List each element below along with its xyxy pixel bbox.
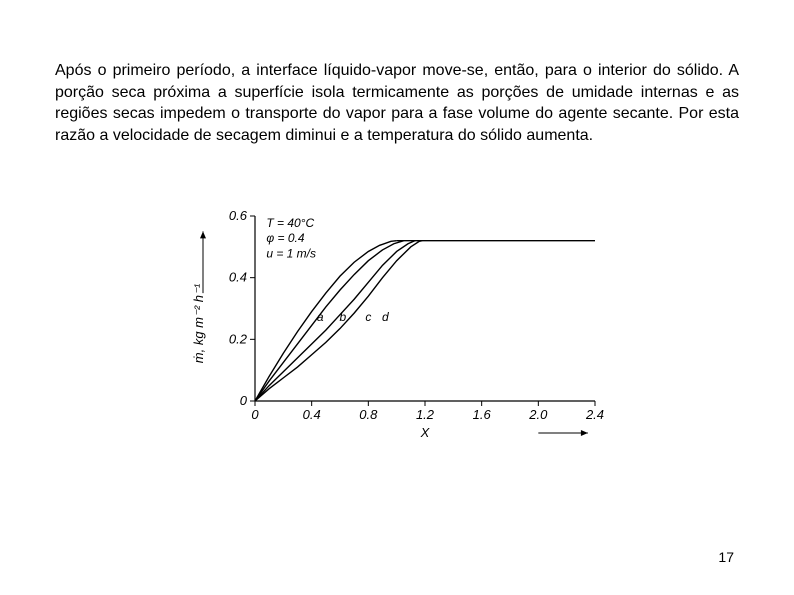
svg-text:c: c [365,310,371,324]
svg-text:2.4: 2.4 [585,407,604,422]
body-paragraph: Após o primeiro período, a interface líq… [55,60,739,146]
svg-text:2.0: 2.0 [528,407,548,422]
svg-text:T = 40°C: T = 40°C [266,216,314,230]
chart-svg: 0 0.4 0.8 1.2 1.6 2.0 2.4 0 0.2 0.4 0.6 Xṁ, kg m⁻² … [187,206,607,441]
svg-text:φ = 0.4: φ = 0.4 [266,232,305,246]
svg-text:1.6: 1.6 [473,407,492,422]
chart-container: 0 0.4 0.8 1.2 1.6 2.0 2.4 0 0.2 0.4 0.6 Xṁ, kg m⁻² … [55,206,739,441]
drying-rate-chart: 0 0.4 0.8 1.2 1.6 2.0 2.4 0 0.2 0.4 0.6 Xṁ, kg m⁻² … [187,206,607,441]
svg-text:0.2: 0.2 [229,332,248,347]
svg-text:0: 0 [240,393,248,408]
svg-text:0.8: 0.8 [359,407,378,422]
page-number: 17 [718,549,734,565]
svg-text:0.6: 0.6 [229,208,248,223]
svg-text:0.4: 0.4 [303,407,321,422]
svg-text:u = 1 m/s: u = 1 m/s [266,247,316,261]
svg-text:0: 0 [251,407,259,422]
svg-text:ṁ, kg m⁻² h⁻¹: ṁ, kg m⁻² h⁻¹ [191,283,206,363]
svg-text:0.4: 0.4 [229,270,247,285]
svg-text:d: d [382,310,389,324]
svg-text:1.2: 1.2 [416,407,435,422]
svg-text:X: X [420,425,431,440]
